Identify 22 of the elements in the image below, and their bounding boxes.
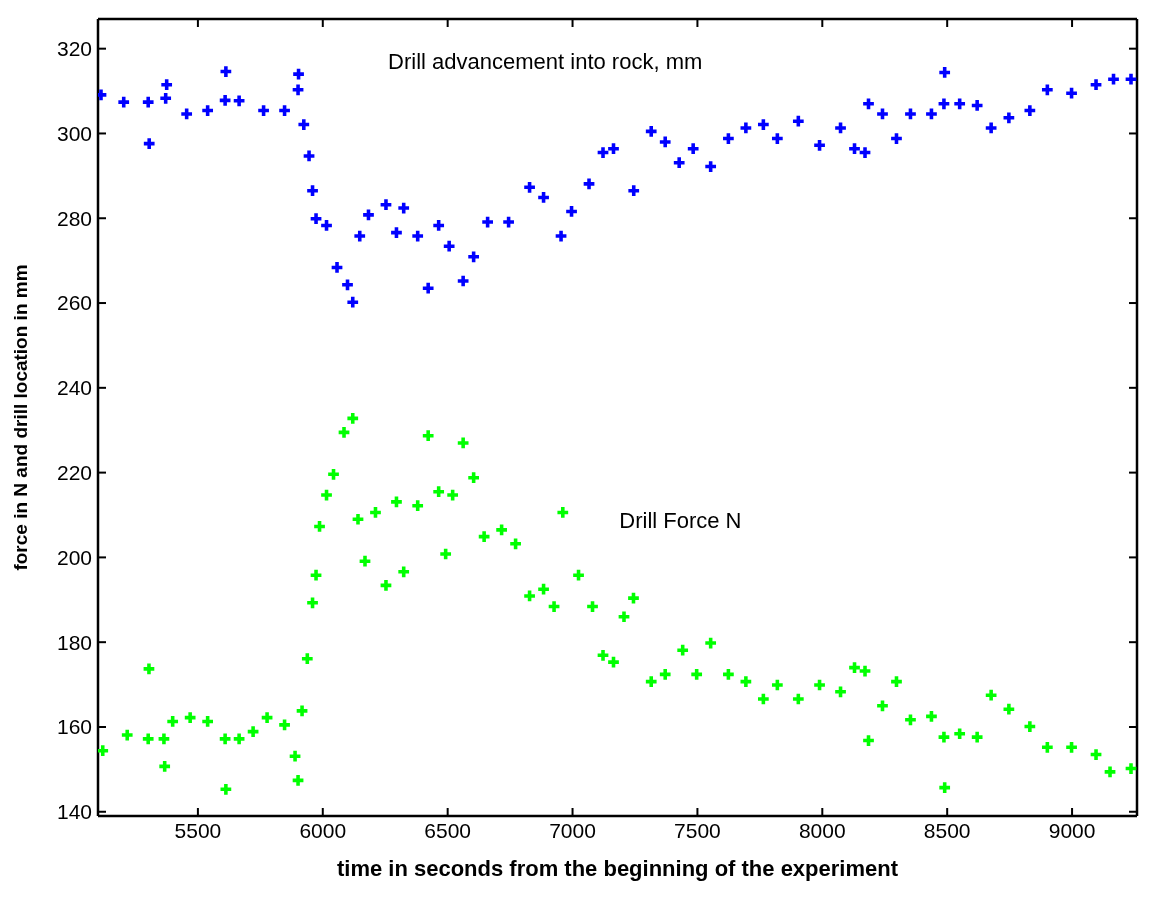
x-tick-label: 9000	[1048, 819, 1096, 842]
y-tick-label: 260	[56, 291, 92, 315]
y-tick-label: 300	[56, 121, 92, 145]
y-tick-label: 320	[56, 37, 92, 61]
x-tick-label: 8500	[923, 819, 971, 842]
x-axis-title: time in seconds from the beginning of the experiment	[336, 856, 899, 881]
x-tick-label: 6500	[424, 819, 472, 842]
y-tick-label: 140	[56, 800, 92, 824]
x-tick-label: 7000	[549, 819, 596, 842]
x-tick-label: 7500	[674, 819, 721, 842]
text: Drill advancement into rock, mm	[388, 48, 703, 75]
x-tick-label: 8000	[798, 819, 846, 842]
text: Drill Force N	[619, 507, 742, 534]
y-tick-label: 200	[56, 545, 92, 569]
x-tick-label: 5500	[174, 819, 222, 842]
y-tick-label: 160	[56, 715, 92, 739]
y-tick-label: 180	[56, 630, 92, 654]
y-tick-label: 240	[56, 376, 92, 400]
y-tick-label: 220	[56, 460, 92, 484]
x-tick-label: 6000	[299, 819, 347, 842]
y-axis-title: force in N and drill location in mm	[9, 264, 31, 571]
y-tick-label: 280	[56, 206, 92, 230]
